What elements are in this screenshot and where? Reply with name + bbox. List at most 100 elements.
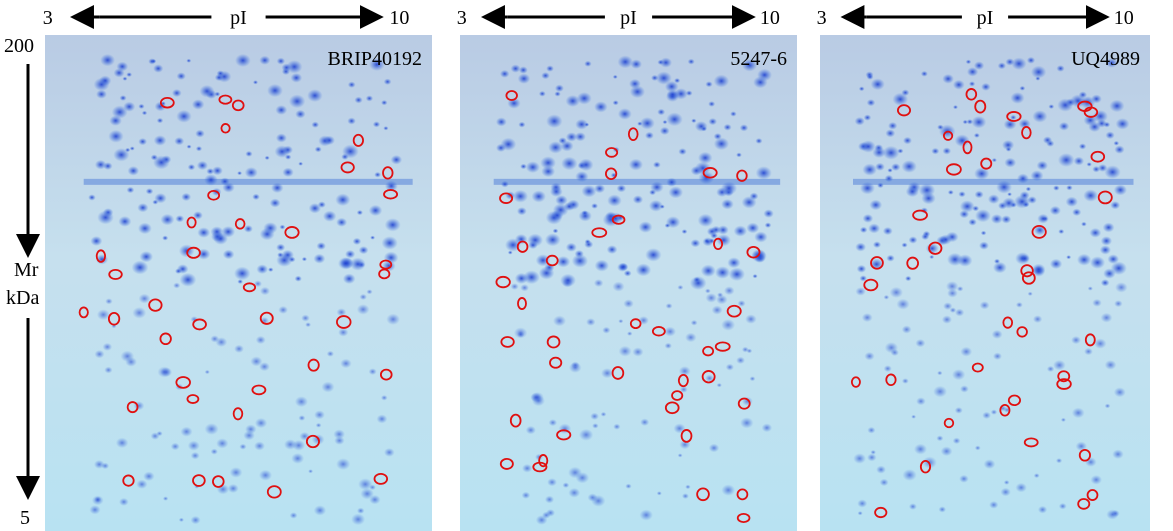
highlight-circle — [863, 278, 879, 292]
highlight-circle — [1007, 394, 1022, 406]
protein-spot — [1103, 268, 1116, 279]
protein-spot — [717, 225, 729, 235]
protein-spot — [384, 180, 398, 192]
protein-spot — [336, 458, 351, 470]
protein-spot — [685, 90, 693, 96]
highlight-circle — [336, 315, 352, 329]
highlight-circle — [232, 407, 244, 421]
highlight-circle — [605, 147, 619, 158]
protein-spot — [965, 59, 972, 65]
protein-spot — [531, 190, 546, 203]
protein-spot — [755, 166, 772, 180]
protein-spot — [983, 459, 996, 469]
protein-spot — [338, 328, 349, 337]
strain-name: UQ4989 — [1071, 48, 1140, 70]
protein-spot — [698, 171, 715, 185]
protein-spot — [347, 117, 356, 125]
highlight-circle — [1016, 326, 1028, 338]
highlight-circle — [1021, 271, 1036, 285]
protein-spot — [162, 496, 169, 501]
highlight-circle — [980, 157, 993, 170]
protein-spot — [204, 423, 219, 435]
protein-spot — [552, 315, 567, 327]
protein-spot — [210, 335, 220, 343]
protein-spot — [540, 156, 556, 170]
protein-spot — [606, 245, 618, 255]
protein-spot — [1027, 196, 1037, 204]
protein-spot — [741, 346, 749, 353]
protein-spot — [888, 121, 898, 130]
highlight-circle — [499, 458, 514, 470]
protein-spot — [186, 144, 192, 149]
protein-spot — [939, 234, 952, 245]
protein-spot — [872, 241, 882, 249]
highlight-circle — [284, 226, 300, 239]
protein-spot — [997, 62, 1006, 70]
protein-spot — [127, 166, 140, 176]
highlight-circle — [495, 275, 511, 289]
protein-spot — [575, 119, 589, 130]
protein-spot — [547, 478, 557, 487]
protein-spot — [640, 418, 650, 426]
protein-spot — [1085, 457, 1097, 467]
protein-spot — [264, 155, 270, 160]
protein-spot — [356, 209, 363, 216]
highlight-circle — [850, 376, 861, 388]
protein-spot — [535, 254, 551, 267]
protein-spot — [1092, 298, 1102, 307]
protein-spot — [335, 193, 351, 207]
protein-spot — [704, 238, 710, 244]
protein-spot — [952, 437, 961, 445]
highlight-circle — [251, 384, 267, 396]
protein-spot — [586, 318, 596, 326]
protein-spot — [259, 286, 271, 296]
highlight-circle — [545, 254, 559, 267]
highlight-circle — [746, 245, 761, 259]
protein-spot — [196, 160, 208, 171]
protein-spot — [337, 257, 354, 270]
highlight-circle — [736, 488, 749, 501]
protein-spot — [879, 478, 889, 487]
protein-spot — [1100, 236, 1113, 246]
protein-spot — [187, 440, 200, 451]
highlight-circle — [231, 99, 245, 112]
protein-spot — [131, 260, 149, 275]
protein-spot — [581, 185, 597, 198]
protein-spot — [745, 314, 757, 324]
protein-spot — [892, 92, 909, 106]
protein-spot — [214, 74, 224, 82]
protein-spot — [383, 447, 395, 457]
protein-spot — [651, 74, 659, 81]
protein-spot — [974, 445, 981, 451]
highlight-circle — [1090, 150, 1106, 163]
protein-spot — [856, 264, 867, 273]
protein-spot — [616, 184, 627, 193]
streak — [83, 178, 413, 185]
protein-spot — [1110, 201, 1121, 210]
protein-spot — [1003, 480, 1010, 485]
highlight-circle — [373, 472, 389, 485]
protein-spot — [947, 189, 954, 195]
protein-spot — [1037, 213, 1049, 224]
highlight-circle — [549, 356, 563, 369]
protein-spot — [905, 275, 912, 282]
protein-spot — [178, 517, 184, 522]
protein-spot — [886, 254, 895, 262]
protein-spot — [276, 243, 286, 252]
highlight-circle — [207, 189, 221, 201]
protein-spot — [381, 236, 398, 250]
protein-spot — [723, 123, 732, 131]
protein-spot — [1099, 245, 1111, 255]
protein-spot — [116, 61, 129, 72]
protein-spot — [298, 161, 304, 166]
protein-spot — [720, 181, 738, 195]
protein-spot — [126, 72, 133, 78]
protein-spot — [279, 224, 286, 230]
protein-spot — [1011, 57, 1027, 70]
protein-spot — [858, 86, 865, 92]
mr-bottom: 5 — [20, 507, 30, 529]
protein-spot — [349, 257, 366, 271]
protein-spot — [1100, 279, 1110, 287]
protein-spot — [108, 129, 124, 143]
protein-spot — [176, 72, 186, 80]
